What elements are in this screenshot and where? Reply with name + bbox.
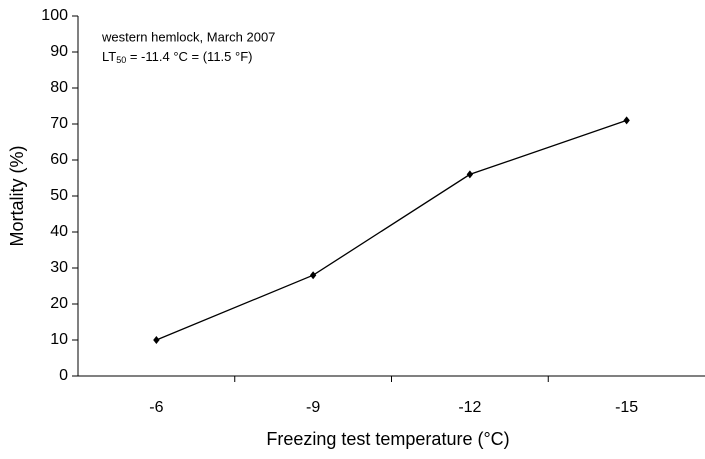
data-line — [156, 119, 627, 341]
y-tick-label: 60 — [50, 151, 68, 168]
marker — [466, 170, 474, 179]
x-axis-title: Freezing test temperature (°C) — [266, 429, 509, 449]
lt50-subscript: 50 — [116, 55, 126, 65]
x-tick-label: -6 — [149, 399, 163, 416]
marker — [623, 116, 630, 125]
y-tick-label: 10 — [50, 331, 68, 348]
lt50-base: LT — [102, 49, 116, 64]
y-tick-label: 70 — [50, 115, 68, 132]
y-tick-label: 100 — [41, 7, 68, 24]
y-tick-label: 90 — [50, 43, 68, 60]
marker — [153, 336, 160, 344]
y-tick-label: 0 — [59, 367, 68, 384]
y-tick-label: 30 — [50, 259, 68, 276]
lt50-rest: = -11.4 °C = (11.5 °F) — [126, 49, 252, 64]
marker — [309, 271, 317, 280]
y-tick-label: 50 — [50, 187, 68, 204]
y-tick-label: 20 — [50, 295, 68, 312]
y-tick-label: 40 — [50, 223, 68, 240]
x-tick-label: -15 — [615, 399, 638, 416]
y-axis-title: Mortality (%) — [7, 145, 27, 246]
x-tick-label: -12 — [458, 399, 481, 416]
x-tick-label: -9 — [306, 399, 320, 416]
annotation: western hemlock, March 2007 — [101, 29, 275, 44]
y-tick-label: 80 — [50, 79, 68, 96]
lt50-annotation: LT50 = -11.4 °C = (11.5 °F) — [102, 49, 252, 65]
